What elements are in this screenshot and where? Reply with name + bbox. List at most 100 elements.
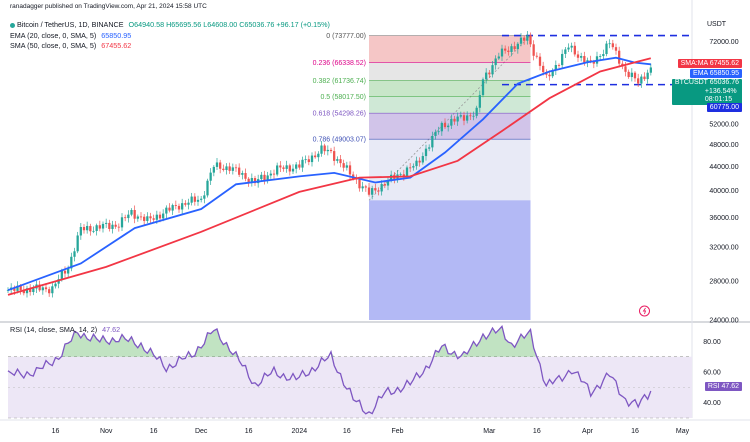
fib-extension-zone	[369, 200, 531, 320]
candle-body	[79, 227, 82, 236]
candle-body	[241, 173, 244, 175]
candle	[187, 198, 190, 210]
candle-body	[139, 216, 143, 218]
legend-sma-label: SMA (50, close, 0, SMA, 5)	[10, 41, 97, 50]
candle-body	[371, 188, 374, 195]
candle-body	[105, 222, 108, 224]
candle-body	[76, 235, 79, 252]
candle-body	[529, 35, 532, 45]
currency-label[interactable]: USDT	[707, 21, 727, 28]
candle-body	[165, 207, 168, 214]
candle	[462, 111, 466, 126]
candle	[529, 32, 532, 48]
candle-body	[459, 115, 462, 117]
candle	[276, 162, 279, 177]
fib-zone-0.5	[369, 96, 531, 114]
publish-info: ranadagger published on TradingView.com,…	[10, 3, 207, 10]
candle-body	[329, 149, 333, 152]
candle-body	[73, 251, 76, 257]
legend-sma-row[interactable]: SMA (50, close, 0, SMA, 5) 67455.62	[10, 41, 131, 50]
candle	[190, 192, 193, 206]
candle-body	[580, 56, 583, 58]
candle-body	[516, 43, 519, 50]
candle-body	[494, 58, 497, 66]
candle-body	[440, 122, 443, 132]
time-tick-label: Apr	[582, 428, 594, 435]
candle	[437, 126, 440, 135]
candle-body	[215, 162, 219, 167]
candle	[421, 152, 424, 165]
candle-body	[32, 288, 35, 293]
candle	[165, 205, 168, 219]
legend-ema-label: EMA (20, close, 0, SMA, 5)	[10, 31, 97, 40]
candle	[418, 157, 421, 167]
candle	[117, 223, 120, 232]
candle-body	[41, 287, 44, 291]
candle	[336, 156, 339, 164]
candle	[510, 43, 513, 57]
legend-rsi-row[interactable]: RSI (14, close, SMA, 14, 2) 47.62	[10, 325, 120, 334]
candle-body	[22, 290, 25, 294]
candle-body	[447, 125, 450, 128]
candle-body	[219, 162, 222, 169]
candle-body	[276, 165, 279, 175]
candle-body	[472, 115, 475, 117]
candle	[200, 195, 203, 203]
candle	[266, 171, 269, 184]
candle-body	[532, 44, 535, 56]
candle	[386, 176, 390, 191]
candle-body	[630, 72, 633, 78]
candle-body	[481, 79, 485, 96]
candle-body	[361, 186, 364, 189]
price-tick-label: 24000.00	[709, 318, 738, 325]
candle-body	[269, 173, 272, 176]
candle-body	[203, 195, 206, 199]
candle-body	[488, 72, 491, 75]
candle-body	[418, 160, 421, 163]
candle-body	[263, 174, 266, 181]
candle	[101, 221, 105, 233]
candle-body	[228, 166, 231, 171]
candle	[168, 203, 171, 213]
candle	[114, 221, 117, 229]
rsi-line	[7, 324, 652, 415]
candle	[82, 224, 86, 234]
candle	[225, 163, 228, 175]
candle-body	[291, 168, 295, 172]
candle-body	[358, 179, 361, 189]
rsi-tick-label: 40.00	[703, 400, 721, 407]
candle	[41, 284, 44, 295]
candle-body	[557, 65, 561, 66]
candle-body	[250, 178, 253, 183]
candle	[557, 63, 561, 68]
candle-body	[174, 205, 177, 206]
candle-body	[13, 287, 16, 291]
candle-body	[640, 76, 643, 84]
legend-ema-row[interactable]: EMA (20, close, 0, SMA, 5) 65850.95	[10, 31, 131, 40]
candle-body	[25, 288, 29, 294]
fib-level-label: 0.236 (66338.52)	[313, 60, 366, 67]
fib-zone-0.382	[369, 80, 531, 97]
candle-body	[70, 256, 73, 269]
time-tick-label: 16	[150, 428, 158, 435]
candle	[364, 184, 367, 192]
candle	[459, 111, 462, 119]
candle	[48, 286, 51, 297]
candle	[326, 145, 329, 156]
candle	[428, 144, 431, 152]
candle	[478, 90, 481, 113]
candle	[222, 164, 225, 172]
candle-body	[466, 115, 469, 121]
candle-body	[510, 46, 513, 52]
candle	[73, 247, 76, 262]
candle-body	[618, 50, 621, 64]
candle	[317, 151, 320, 162]
rsi-tick-label: 60.00	[703, 370, 721, 377]
candle-body	[238, 167, 241, 175]
sma-price-tag: SMA:MA 67455.62	[677, 59, 742, 68]
candle-body	[206, 180, 209, 196]
candle	[434, 129, 437, 140]
candle	[567, 43, 570, 52]
